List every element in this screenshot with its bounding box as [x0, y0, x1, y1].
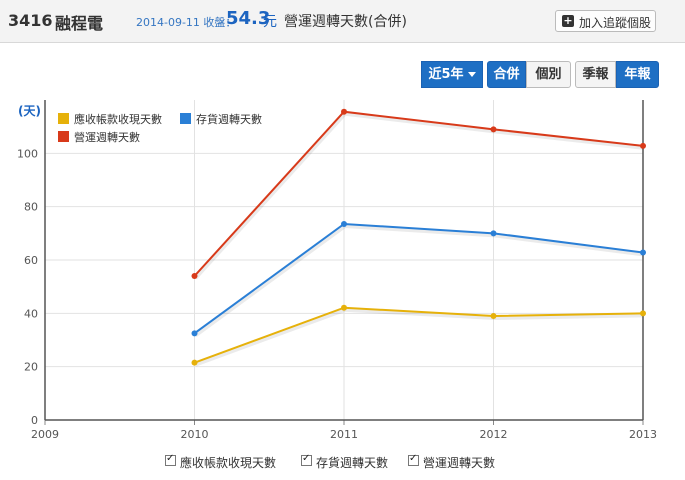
quarterly-button[interactable]: 季報	[575, 61, 616, 88]
toggle-label: 應收帳款收現天數	[180, 456, 277, 470]
period-label: 近5年	[428, 67, 464, 82]
toggle-label: 存貨週轉天數	[316, 456, 389, 470]
legend-label: 營運週轉天數	[74, 131, 140, 144]
series-line	[193, 110, 644, 277]
y-tick-label: 0	[31, 414, 38, 427]
checkbox-icon[interactable]	[165, 453, 176, 466]
legend-label: 存貨週轉天數	[196, 112, 262, 126]
x-tick-label: 2013	[629, 428, 657, 441]
data-point	[640, 310, 646, 317]
data-point	[341, 108, 347, 115]
y-tick-label: 80	[24, 201, 38, 214]
period-dropdown[interactable]: 近5年	[421, 61, 483, 88]
stock-name: 融程電	[55, 14, 104, 33]
individual-button[interactable]: 個別	[526, 61, 571, 88]
toggle-label: 營運週轉天數	[423, 456, 496, 470]
consolidated-button[interactable]: 合併	[487, 61, 526, 88]
data-point	[490, 230, 497, 237]
series-shadow	[194, 223, 645, 337]
metric-title: 營運週轉天數(合併)	[284, 14, 407, 30]
y-tick-label: 60	[24, 254, 38, 267]
y-tick-label: 100	[17, 147, 38, 160]
plus-icon: +	[562, 14, 574, 27]
checkbox-icon[interactable]	[408, 453, 419, 466]
data-point	[341, 221, 347, 227]
x-tick-label: 2012	[480, 428, 508, 441]
line-chart: 0 20 40 60 80 100 2009 2010 2011 2012 2013 (天) 應收帳款收…	[17, 100, 657, 441]
series-line	[194, 306, 644, 364]
header-bar: 3416 融程電 2014-09-11 收盤： 54.3 元 營運週轉天數(合併…	[0, 0, 685, 43]
quote-price: 54.3	[226, 8, 271, 29]
legend-swatch	[58, 131, 69, 142]
legend-swatch	[180, 113, 191, 124]
data-point	[191, 359, 198, 366]
data-point	[191, 330, 198, 337]
quote-date: 2014-09-11 收盤：	[136, 16, 237, 29]
y-tick-label: 20	[24, 361, 38, 374]
x-tick-label: 2009	[31, 428, 59, 441]
data-point	[341, 304, 347, 311]
data-point	[191, 273, 198, 279]
data-point	[490, 126, 497, 133]
data-point	[640, 249, 646, 256]
legend-label: 應收帳款收現天數	[74, 112, 162, 126]
y-axis-label: (天)	[18, 104, 41, 118]
series-shadow	[194, 111, 645, 280]
data-point	[490, 313, 497, 319]
x-tick-label: 2011	[330, 428, 358, 441]
x-tick-label: 2010	[181, 428, 209, 441]
caret-down-icon	[467, 72, 476, 77]
add-to-watchlist-button[interactable]: + 加入追蹤個股	[555, 10, 656, 32]
y-tick-label: 40	[24, 307, 38, 320]
add-to-watchlist-label: 加入追蹤個股	[579, 16, 652, 30]
quote-price-unit: 元	[263, 14, 277, 30]
stock-id: 3416	[8, 11, 53, 30]
legend-swatch	[58, 113, 69, 124]
series-line	[193, 222, 644, 335]
series-shadow	[194, 307, 645, 367]
data-point	[640, 142, 646, 149]
annual-button[interactable]: 年報	[616, 61, 659, 88]
checkbox-icon[interactable]	[301, 453, 312, 466]
